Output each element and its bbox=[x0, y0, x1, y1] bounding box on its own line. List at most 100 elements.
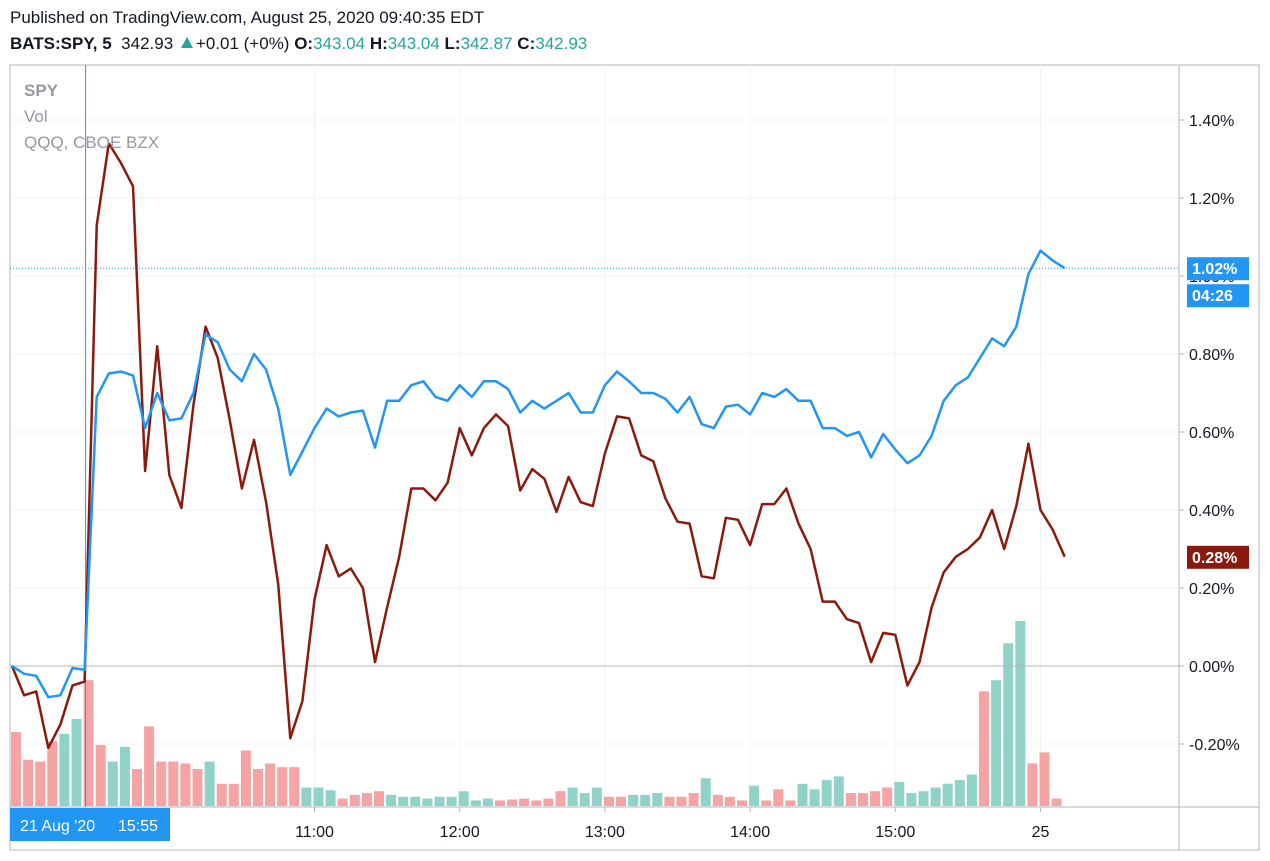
volume-bar bbox=[845, 793, 856, 806]
last-price: 342.93 bbox=[121, 34, 174, 53]
volume-bar bbox=[495, 800, 505, 806]
time-tick-label: 13:00 bbox=[585, 824, 625, 841]
volume-bar bbox=[858, 793, 868, 806]
volume-bar bbox=[144, 726, 155, 806]
published-caption: Published on TradingView.com, August 25,… bbox=[10, 8, 485, 27]
open-label: O: bbox=[294, 34, 314, 53]
volume-bar bbox=[991, 680, 1002, 806]
symbol-label[interactable]: BATS:SPY, 5 bbox=[10, 34, 112, 53]
series-line-spy bbox=[11, 249, 1066, 699]
volume-bar bbox=[11, 732, 21, 806]
volume-bar bbox=[313, 787, 324, 806]
price-tick-label: 0.20% bbox=[1189, 581, 1234, 598]
time-tick-label: 14:00 bbox=[730, 824, 770, 841]
chart-frame bbox=[9, 64, 1260, 851]
time-axis: 11:00 12:00 13:00 14:00 15:00 25 bbox=[295, 807, 1050, 841]
time-tick-label: 15:00 bbox=[875, 824, 915, 841]
volume-bar bbox=[942, 783, 953, 806]
volume-bar bbox=[676, 796, 687, 806]
volume-bar bbox=[1003, 643, 1014, 806]
volume-bar bbox=[809, 789, 820, 806]
price-tick-label: 0.80% bbox=[1189, 347, 1234, 364]
volume-bar bbox=[591, 787, 602, 806]
volume-bar bbox=[107, 761, 118, 806]
volume-bar bbox=[966, 774, 977, 806]
spy-tag-box bbox=[1187, 257, 1249, 281]
volume-bar bbox=[168, 761, 179, 806]
volume-bar bbox=[289, 767, 300, 806]
price-change: +0.01 (+0%) bbox=[195, 34, 290, 53]
volume-bar bbox=[95, 744, 106, 806]
volume-bar bbox=[628, 794, 639, 806]
volume-bar bbox=[700, 778, 711, 806]
volume-bar bbox=[23, 759, 34, 806]
volume-bar bbox=[979, 691, 989, 806]
volume-bar bbox=[640, 794, 651, 806]
price-tick-label: 1.40% bbox=[1189, 113, 1234, 130]
volume-bar bbox=[543, 798, 554, 806]
volume-bar bbox=[458, 791, 469, 806]
countdown-box bbox=[1187, 284, 1249, 308]
legend-vol[interactable]: Vol bbox=[24, 107, 48, 126]
volume-bar bbox=[1051, 798, 1062, 806]
arrow-up-icon bbox=[180, 37, 193, 48]
volume-bar bbox=[204, 761, 215, 806]
volume-bar bbox=[785, 800, 796, 806]
close-label: C: bbox=[517, 34, 536, 53]
volume-bar bbox=[301, 787, 312, 806]
volume-bar bbox=[180, 763, 191, 806]
volume-bar bbox=[579, 793, 590, 806]
volume-bar bbox=[325, 790, 336, 806]
high-value: 343.04 bbox=[387, 34, 440, 53]
crosshair-date: 21 Aug '20 bbox=[20, 818, 95, 835]
volume-bar bbox=[253, 769, 263, 806]
volume-bar bbox=[749, 785, 760, 806]
volume-bar bbox=[1039, 752, 1050, 806]
volume-bar bbox=[192, 769, 203, 806]
price-tick-label: 1.20% bbox=[1189, 191, 1234, 208]
quote-line: BATS:SPY, 5 342.93 +0.01 (+0%) O:343.04 … bbox=[10, 34, 587, 54]
close-value: 342.93 bbox=[535, 34, 588, 53]
volume-bar bbox=[882, 787, 893, 806]
legend-compare[interactable]: QQQ, CBOE BZX bbox=[24, 133, 159, 152]
time-tick-label: 12:00 bbox=[440, 824, 480, 841]
volume-bar bbox=[652, 793, 663, 806]
high-label: H: bbox=[369, 34, 388, 53]
spy-price-tag: 1.02% 04:26 bbox=[1187, 257, 1249, 308]
volume-bar bbox=[434, 796, 445, 806]
volume-bar bbox=[422, 798, 433, 806]
volume-bar bbox=[156, 761, 167, 806]
volume-bar bbox=[603, 796, 614, 806]
price-tick-label: 0.60% bbox=[1189, 425, 1234, 442]
volume-bar bbox=[59, 733, 70, 806]
volume-bar bbox=[894, 781, 905, 806]
legend-main[interactable]: SPY bbox=[24, 81, 59, 100]
volume-bar bbox=[240, 750, 251, 806]
volume-bar bbox=[519, 798, 530, 806]
crosshair-time: 15:55 bbox=[118, 818, 158, 835]
crosshair-time-box bbox=[10, 808, 170, 841]
volume-bar bbox=[216, 783, 227, 806]
volume-bar bbox=[470, 800, 481, 806]
countdown-value: 04:26 bbox=[1192, 288, 1233, 305]
spy-tag-value: 1.02% bbox=[1192, 261, 1237, 278]
volume-bar bbox=[1027, 763, 1038, 806]
price-tick-label: 0.40% bbox=[1189, 503, 1234, 520]
volume-bar bbox=[119, 746, 130, 806]
qqq-tag-box bbox=[1187, 545, 1249, 569]
series-line-qqq bbox=[10, 142, 1066, 750]
volume-bar bbox=[664, 796, 675, 806]
volume-bar bbox=[277, 767, 288, 806]
volume-bar bbox=[1015, 621, 1026, 806]
price-tick-label: -0.20% bbox=[1189, 737, 1240, 754]
volume-bar bbox=[132, 769, 142, 806]
volume-bar bbox=[374, 791, 384, 806]
low-value: 342.87 bbox=[460, 34, 513, 53]
volume-bar bbox=[71, 719, 82, 806]
volume-bar bbox=[361, 793, 372, 806]
qqq-tag-value: 0.28% bbox=[1192, 550, 1237, 567]
volume-bar bbox=[349, 794, 360, 806]
open-value: 343.04 bbox=[313, 34, 366, 53]
volume-bar bbox=[906, 793, 917, 806]
